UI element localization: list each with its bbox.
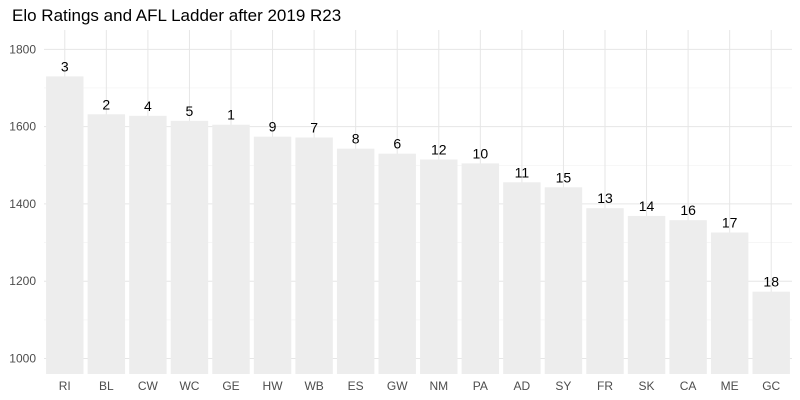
x-tick-label: CA (680, 379, 697, 393)
bar (752, 291, 790, 374)
data-label: 15 (556, 169, 572, 185)
data-label: 1 (227, 107, 235, 123)
bar (544, 187, 583, 374)
bar (87, 114, 126, 374)
bar (461, 163, 500, 374)
bar (378, 153, 416, 374)
x-tick-label: GW (387, 379, 408, 393)
x-tick-label: AD (514, 379, 531, 393)
bar (253, 136, 292, 374)
y-axis: 1000 1200 1400 1600 1800 (9, 42, 36, 365)
bar (627, 215, 666, 374)
bar (710, 232, 749, 374)
bar (212, 124, 250, 375)
x-tick-label: HW (263, 379, 284, 393)
x-tick-label: WC (179, 379, 199, 393)
data-label: 2 (102, 96, 110, 112)
y-tick-label: 1000 (9, 352, 36, 366)
bar (420, 159, 458, 374)
x-tick-label: NM (429, 379, 448, 393)
data-label: 4 (144, 98, 152, 114)
data-label: 16 (680, 202, 696, 218)
data-label: 11 (515, 164, 530, 180)
x-tick-label: PA (473, 379, 488, 393)
bar (669, 220, 707, 374)
bar (170, 120, 209, 375)
y-tick-label: 1800 (9, 42, 36, 56)
x-axis: RI BL CW WC GE HW WB ES GW NM PA AD SY FR SK CA ME GC (59, 379, 781, 393)
x-tick-label: GE (222, 379, 239, 393)
x-tick-label: ES (348, 379, 364, 393)
x-tick-label: GC (762, 379, 780, 393)
x-tick-label: SY (555, 379, 571, 393)
x-tick-label: RI (59, 379, 71, 393)
data-label: 10 (473, 145, 489, 161)
x-tick-label: WB (304, 379, 323, 393)
bar (503, 182, 541, 374)
bar (295, 137, 333, 374)
x-tick-label: BL (99, 379, 114, 393)
data-label: 18 (763, 274, 779, 290)
data-label: 6 (393, 136, 401, 152)
data-label: 14 (639, 198, 655, 214)
x-tick-label: SK (639, 379, 655, 393)
bar (46, 76, 84, 374)
data-label: 7 (310, 119, 318, 135)
data-label: 9 (269, 119, 277, 135)
data-labels-layer: 3 2 4 5 1 9 7 8 6 12 10 11 15 13 14 16 17 18 (61, 58, 779, 289)
data-label: 5 (186, 103, 194, 119)
data-label: 13 (597, 190, 613, 206)
bar (129, 115, 167, 375)
chart-title: Elo Ratings and AFL Ladder after 2019 R2… (12, 6, 342, 25)
x-tick-label: CW (138, 379, 159, 393)
y-tick-label: 1200 (9, 274, 36, 288)
x-tick-label: FR (597, 379, 613, 393)
data-label: 8 (352, 131, 360, 147)
y-tick-label: 1400 (9, 197, 36, 211)
data-label: 3 (61, 58, 69, 74)
data-label: 12 (431, 141, 447, 157)
data-label: 17 (722, 215, 738, 231)
y-tick-label: 1600 (9, 120, 36, 134)
bars-layer (46, 76, 790, 375)
x-tick-label: ME (721, 379, 739, 393)
bar (336, 148, 375, 374)
bar (586, 208, 624, 374)
